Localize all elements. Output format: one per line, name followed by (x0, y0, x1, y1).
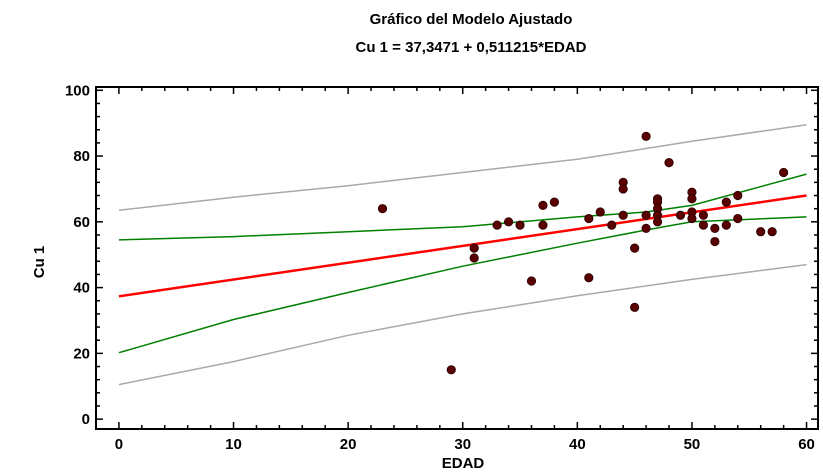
y-tick-label: 0 (82, 411, 90, 428)
data-point (652, 217, 663, 227)
data-point (710, 223, 720, 234)
y-axis-label: Cu 1 (31, 246, 48, 279)
axis-ticks: 0 10 20 30 40 50 60 0 20 40 60 80 100 (65, 82, 818, 453)
confidence-lower-line (118, 216, 807, 354)
x-tick-label: 20 (340, 436, 357, 453)
data-point (630, 243, 640, 253)
data-point (756, 227, 766, 237)
data-point (469, 253, 479, 263)
chart-subtitle: Cu 1 = 37,3471 + 0,511215*EDAD (356, 39, 587, 56)
data-point (584, 213, 594, 224)
data-point (492, 220, 502, 230)
data-point (618, 210, 628, 220)
data-point (687, 194, 697, 204)
x-tick-label: 40 (569, 436, 586, 453)
plot-frame (95, 86, 819, 430)
data-point (664, 158, 674, 168)
plot-area (95, 86, 819, 430)
data-point (641, 223, 651, 234)
prediction-upper-line (118, 124, 807, 212)
data-point (687, 213, 697, 224)
prediction-lower-line (118, 263, 807, 386)
x-axis-label: EDAD (442, 455, 485, 472)
y-tick-label: 40 (73, 280, 90, 297)
data-point (733, 190, 743, 201)
data-point (595, 207, 605, 217)
y-tick-label: 20 (73, 345, 90, 362)
data-point (721, 197, 731, 207)
data-point (698, 220, 708, 230)
data-point (538, 220, 548, 230)
data-point (710, 236, 720, 247)
chart-title: Gráfico del Modelo Ajustado (370, 11, 573, 28)
x-tick-label: 0 (115, 436, 123, 453)
y-tick-label: 100 (65, 82, 90, 99)
data-point (538, 200, 548, 210)
data-point (607, 220, 617, 230)
data-point (515, 220, 525, 230)
data-point (675, 210, 686, 220)
x-tick-label: 30 (454, 436, 471, 453)
x-tick-label: 60 (798, 436, 815, 453)
data-point (503, 217, 514, 227)
data-point (641, 131, 651, 141)
data-point (779, 167, 789, 178)
y-tick-label: 60 (73, 214, 90, 231)
data-point (469, 243, 479, 253)
data-point (698, 210, 708, 220)
confidence-upper-line (118, 173, 807, 241)
data-point (733, 213, 743, 224)
data-point (526, 276, 537, 286)
data-point (767, 227, 777, 237)
data-point (618, 184, 628, 194)
data-point (446, 365, 456, 375)
data-point (549, 197, 560, 207)
fitted-line (118, 194, 807, 298)
data-point (377, 204, 388, 214)
x-tick-label: 10 (225, 436, 242, 453)
data-point (584, 273, 594, 283)
data-point (641, 210, 651, 220)
x-tick-label: 50 (684, 436, 701, 453)
y-tick-label: 80 (73, 148, 90, 165)
data-point (630, 302, 640, 312)
data-point (721, 220, 731, 230)
